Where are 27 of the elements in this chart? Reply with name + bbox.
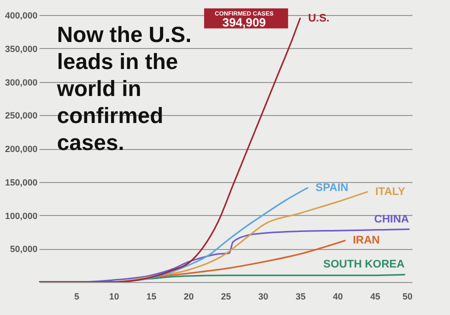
series-label: IRAN (352, 234, 380, 247)
y-tick-label: 250,000 (4, 110, 38, 121)
x-tick-label: 40 (332, 292, 343, 302)
x-tick-label: 10 (109, 292, 120, 302)
annotation: 394,909 (222, 15, 266, 30)
x-tick-label: 50 (402, 292, 412, 302)
y-tick-label: 100,000 (4, 210, 38, 221)
line-series (39, 18, 301, 282)
y-tick-label: 400,000 (4, 10, 38, 20)
text: Now the U.S. leads in the world in confirmed cases. (56, 22, 192, 155)
y-tick-label: 50,000 (10, 244, 38, 254)
x-tick-label: 15 (146, 292, 156, 302)
series-label: U.S. (308, 12, 330, 24)
series-label: ITALY (375, 186, 406, 198)
x-tick-label: 30 (258, 292, 268, 302)
y-tick-label: 150,000 (4, 177, 38, 188)
x-tick-label: 35 (296, 292, 306, 302)
x-tick-label: 25 (220, 292, 232, 302)
y-tick-label: 200,000 (4, 144, 38, 154)
series-label: SOUTH KOREA (323, 258, 405, 271)
x-tick-label: 20 (184, 292, 194, 302)
y-tick-label: 300,000 (4, 77, 38, 88)
x-tick-label: 45 (370, 292, 380, 302)
y-tick-label: 350,000 (4, 44, 38, 54)
series-label: SPAIN (316, 182, 348, 194)
series-label: CHINA (374, 213, 410, 226)
x-tick-label: 5 (74, 292, 80, 302)
